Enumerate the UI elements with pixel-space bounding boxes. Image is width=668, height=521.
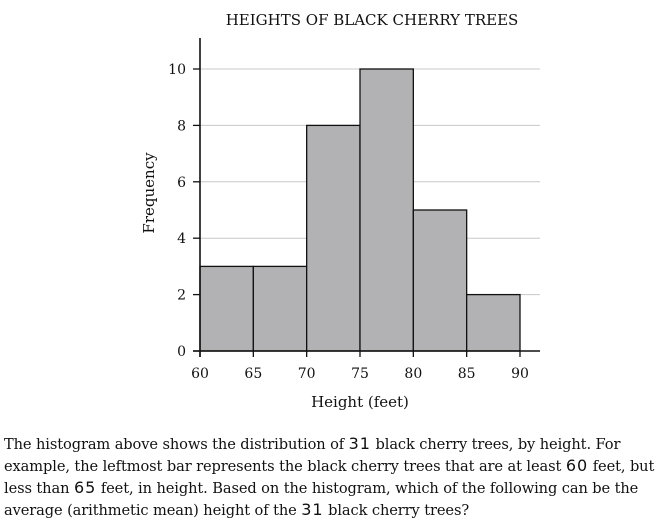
x-tick-label: 80 bbox=[404, 366, 422, 382]
histogram-bar bbox=[359, 68, 414, 352]
question-text: The histogram above shows the distributi… bbox=[4, 433, 666, 521]
x-tick-label: 85 bbox=[458, 366, 476, 382]
x-tick-label: 60 bbox=[191, 366, 209, 382]
chart-title: HEIGHTS OF BLACK CHERRY TREES bbox=[226, 11, 519, 29]
histogram-bar bbox=[306, 124, 361, 352]
y-tick-labels: 0 2 4 6 8 10 bbox=[168, 62, 186, 360]
histogram-bar bbox=[412, 209, 468, 352]
y-tick-label: 2 bbox=[177, 288, 186, 304]
question-part: feet, but less than bbox=[4, 458, 655, 497]
question-part: black cherry trees, by height. For examp… bbox=[4, 436, 621, 475]
question-number: 60 bbox=[565, 456, 589, 475]
x-axis-label: Height (feet) bbox=[311, 393, 409, 411]
x-tick-label: 70 bbox=[298, 366, 316, 382]
y-axis-label: Frequency bbox=[140, 152, 158, 234]
question-part: black cherry trees? bbox=[323, 502, 470, 519]
y-tick-label: 10 bbox=[168, 62, 186, 78]
y-tick-label: 0 bbox=[177, 344, 186, 360]
histogram-bar bbox=[252, 265, 308, 352]
question-part: The histogram above shows the distributi… bbox=[4, 436, 349, 453]
question-number: 31 bbox=[348, 434, 371, 453]
x-tick-label: 65 bbox=[244, 366, 262, 382]
histogram-bar bbox=[466, 293, 521, 352]
histogram-bar bbox=[199, 265, 254, 352]
question-number: 31 bbox=[301, 500, 324, 519]
x-tick-labels: 60 65 70 75 80 85 90 bbox=[191, 366, 529, 382]
y-tick-label: 8 bbox=[177, 118, 186, 134]
question-part: feet, in height. Based on the histogram,… bbox=[4, 480, 639, 519]
x-tick-label: 75 bbox=[351, 366, 369, 382]
y-tick-label: 6 bbox=[177, 175, 186, 191]
bars bbox=[199, 68, 521, 352]
question-number: 65 bbox=[73, 478, 97, 497]
x-tick-label: 90 bbox=[511, 366, 529, 382]
y-tick-label: 4 bbox=[177, 231, 186, 247]
axes bbox=[193, 38, 540, 357]
histogram-chart: HEIGHTS OF BLACK CHERRY TREES 60 65 70 75 80… bbox=[140, 11, 540, 411]
